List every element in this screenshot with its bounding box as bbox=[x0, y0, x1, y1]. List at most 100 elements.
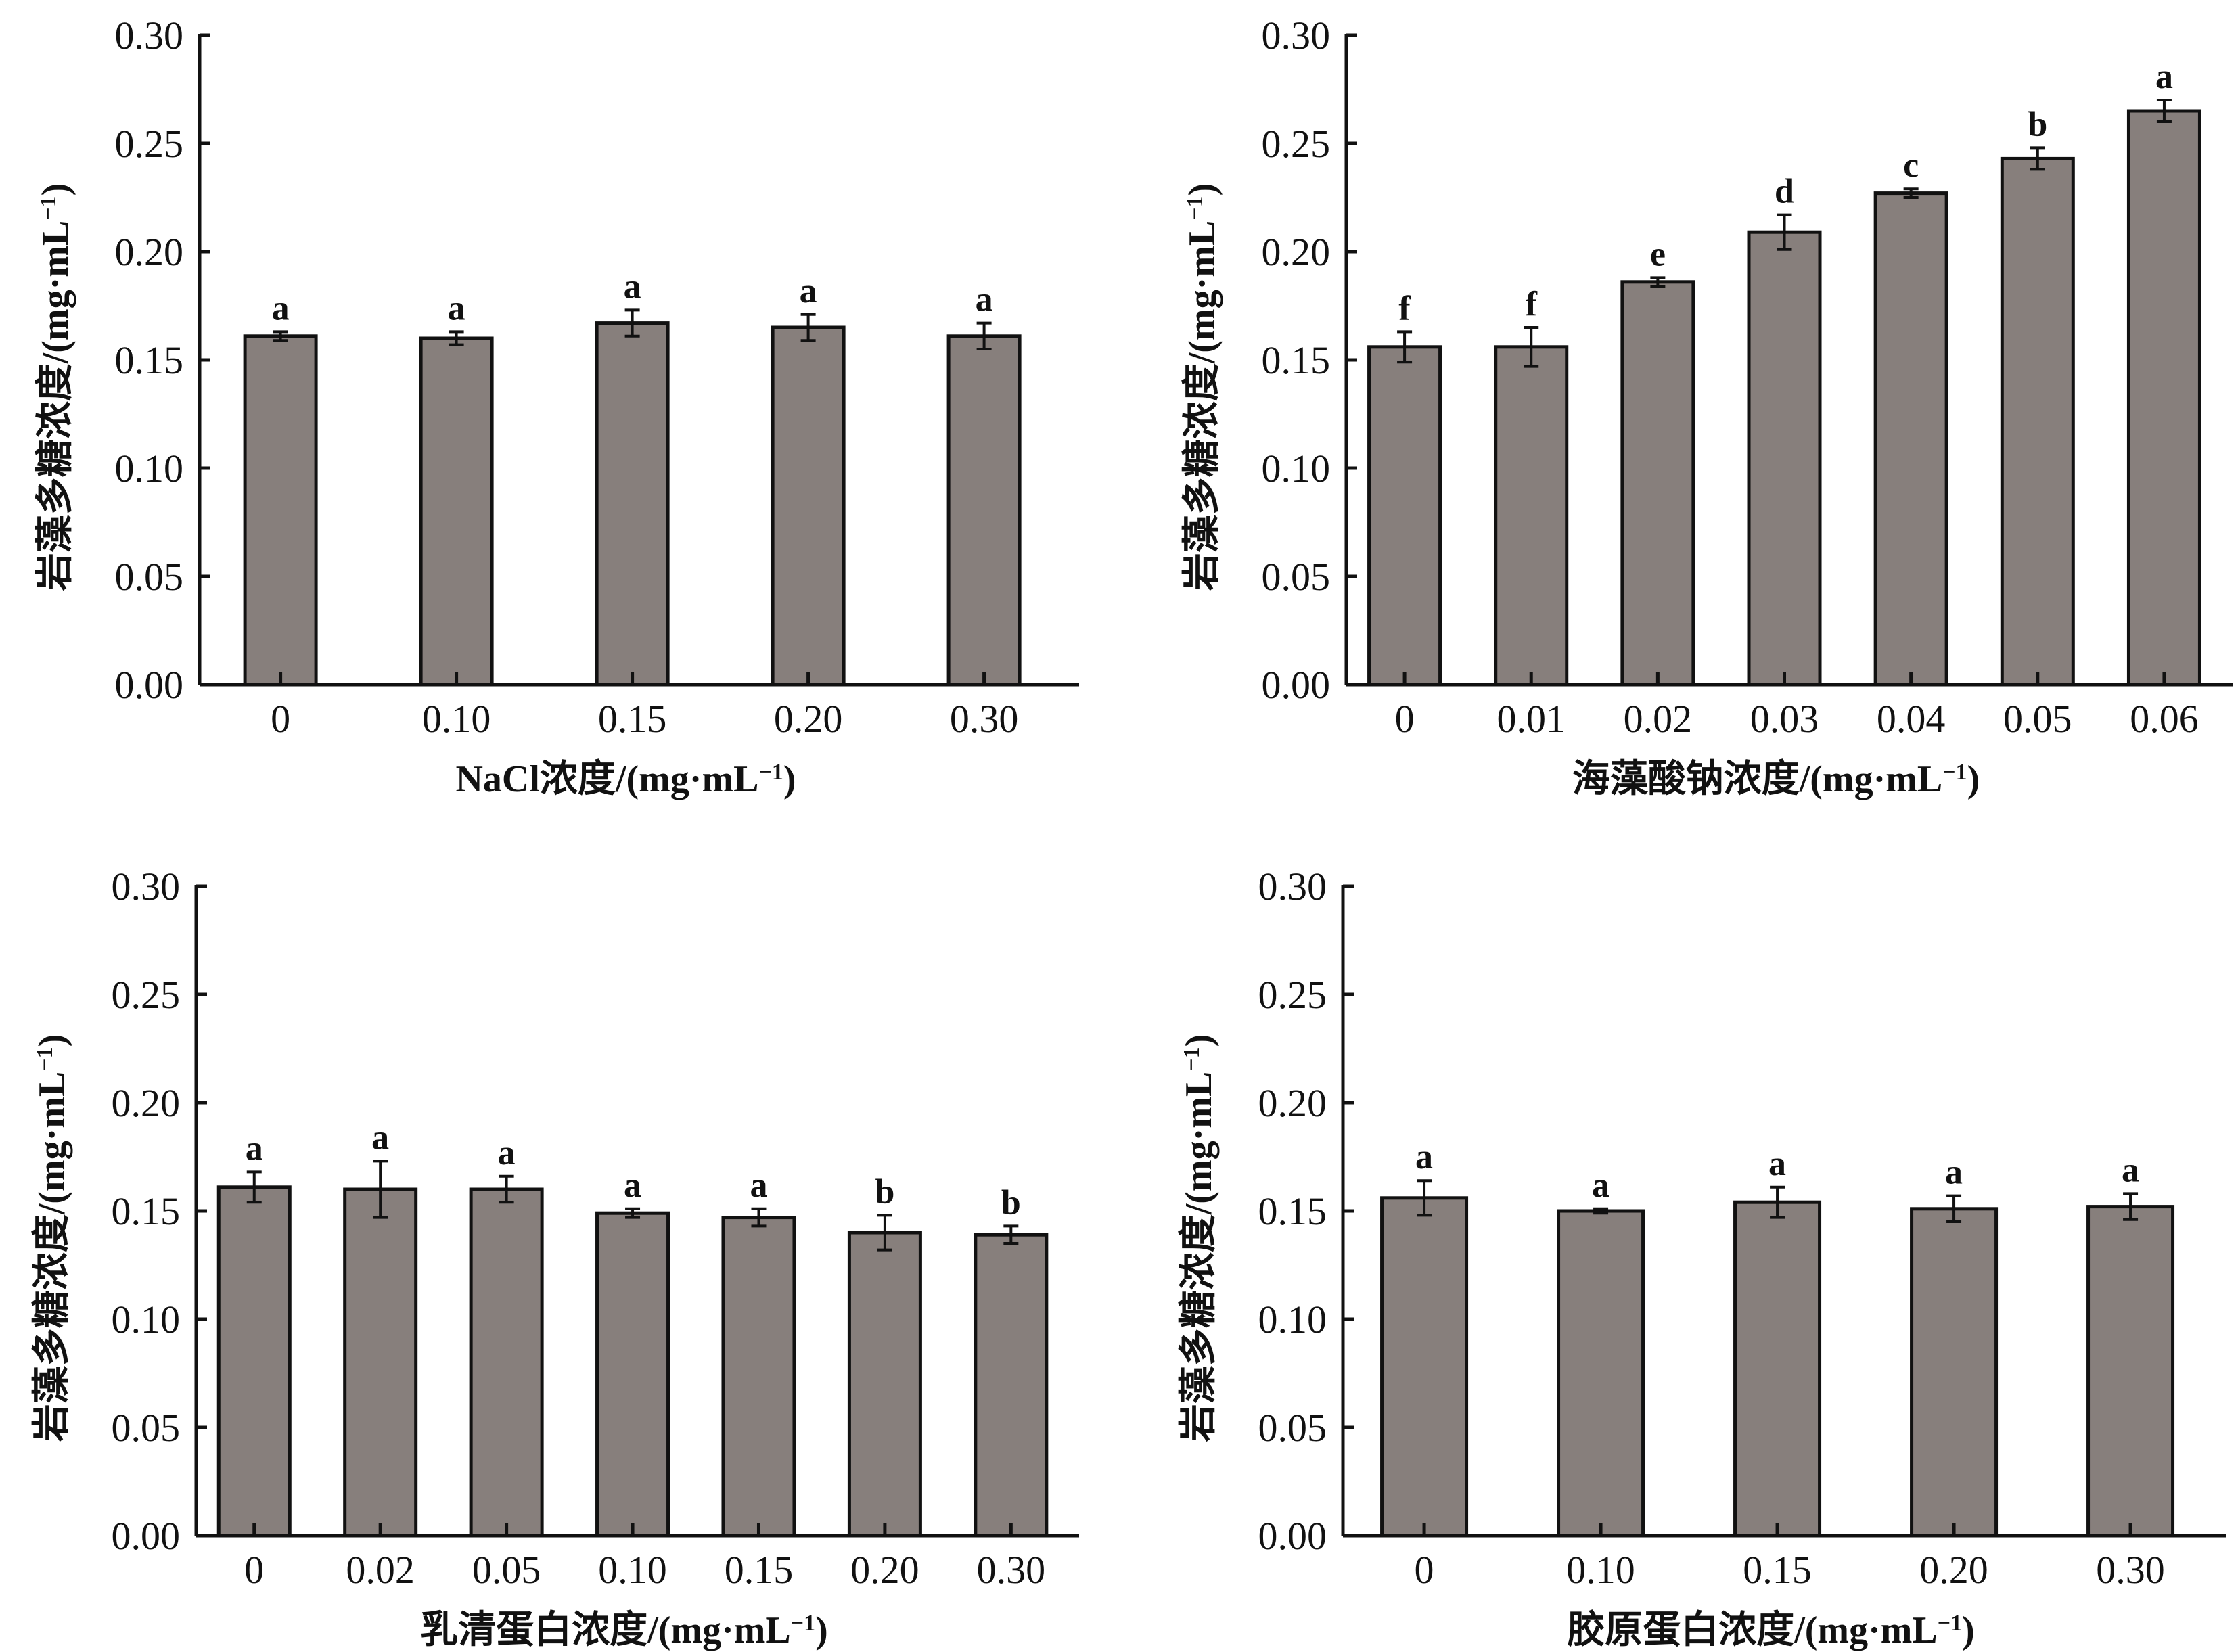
x-tick-label: 0 bbox=[1415, 1548, 1434, 1592]
x-tick-label: 0.10 bbox=[598, 1548, 667, 1592]
y-axis-title: 岩藻多糖浓度/(mg·mL−1) bbox=[1178, 1034, 1220, 1442]
x-axis-title-text: 乳清蛋白浓度/(mg·mL bbox=[420, 1609, 791, 1651]
y-tick-label: 0.05 bbox=[1258, 1406, 1327, 1450]
bar bbox=[1910, 1207, 1999, 1538]
bar bbox=[1873, 191, 1948, 687]
y-axis-title-sup: −1 bbox=[1179, 1047, 1204, 1071]
bar bbox=[974, 1233, 1049, 1538]
significance-label: c bbox=[1903, 146, 1919, 185]
x-tick-label: 0.20 bbox=[1919, 1548, 1988, 1592]
x-axis-title-suffix: ) bbox=[815, 1609, 828, 1651]
y-tick-label: 0.15 bbox=[1262, 338, 1331, 382]
y-tick-label: 0.25 bbox=[1262, 122, 1331, 166]
significance-label: f bbox=[1526, 285, 1538, 323]
y-tick-label: 0.10 bbox=[115, 446, 184, 490]
x-tick-label: 0 bbox=[1395, 697, 1415, 741]
y-tick-label: 0.25 bbox=[112, 973, 181, 1017]
x-tick-label: 0.06 bbox=[2130, 697, 2199, 741]
y-axis-title-text: 岩藻多糖浓度/(mg·mL bbox=[31, 1072, 73, 1442]
significance-label: a bbox=[1415, 1138, 1433, 1176]
bar bbox=[1557, 1209, 1645, 1538]
y-tick-label: 0.20 bbox=[112, 1081, 181, 1125]
y-tick-label: 0.05 bbox=[112, 1406, 181, 1450]
x-axis-title-sup: −1 bbox=[758, 760, 783, 785]
significance-label: d bbox=[1775, 173, 1794, 211]
y-tick-label: 0.15 bbox=[112, 1189, 181, 1233]
y-tick-label: 0.20 bbox=[1258, 1081, 1327, 1125]
bar bbox=[847, 1231, 922, 1538]
x-axis-title-suffix: ) bbox=[1962, 1609, 1975, 1651]
x-axis-title-text: 海藻酸钠浓度/(mg·mL bbox=[1572, 758, 1943, 800]
y-axis-title-suffix: ) bbox=[31, 1034, 73, 1047]
y-tick-label: 0.00 bbox=[1258, 1514, 1327, 1558]
significance-label: a bbox=[976, 281, 993, 319]
bar bbox=[1733, 1200, 1822, 1538]
y-tick-label: 0.10 bbox=[1262, 446, 1331, 490]
y-axis-title: 岩藻多糖浓度/(mg·mL−1) bbox=[31, 1034, 73, 1442]
x-tick-label: 0.30 bbox=[950, 697, 1019, 741]
y-axis-title-sup: −1 bbox=[1183, 196, 1208, 220]
x-tick-label: 0.05 bbox=[2003, 697, 2072, 741]
significance-label: a bbox=[272, 289, 290, 327]
significance-label: a bbox=[1945, 1153, 1963, 1192]
bar bbox=[469, 1187, 544, 1538]
y-tick-label: 0.25 bbox=[1258, 973, 1327, 1017]
y-tick-label: 0.10 bbox=[1258, 1298, 1327, 1341]
significance-label: a bbox=[800, 272, 817, 311]
significance-label: a bbox=[246, 1129, 263, 1168]
bar bbox=[216, 1185, 292, 1538]
x-axis-title-sup: −1 bbox=[791, 1611, 815, 1636]
x-tick-label: 0.30 bbox=[2096, 1548, 2165, 1592]
significance-label: a bbox=[624, 1166, 641, 1205]
bar bbox=[1367, 345, 1442, 687]
significance-label: b bbox=[1001, 1183, 1021, 1222]
x-tick-label: 0 bbox=[271, 697, 290, 741]
bar bbox=[1494, 345, 1569, 687]
significance-label: a bbox=[1592, 1166, 1609, 1205]
bar bbox=[2000, 156, 2075, 687]
x-axis-title: 胶原蛋白浓度/(mg·mL−1) bbox=[1567, 1609, 1975, 1651]
y-tick-label: 0.00 bbox=[115, 663, 184, 707]
significance-label: b bbox=[875, 1172, 894, 1211]
y-tick-label: 0.30 bbox=[115, 14, 184, 58]
x-tick-label: 0.10 bbox=[422, 697, 491, 741]
x-tick-label: 0.30 bbox=[977, 1548, 1046, 1592]
x-axis-title-sup: −1 bbox=[1942, 760, 1967, 785]
significance-label: f bbox=[1398, 289, 1411, 327]
significance-label: a bbox=[2155, 58, 2173, 96]
significance-label: b bbox=[2028, 105, 2047, 143]
bar bbox=[1747, 230, 1822, 687]
y-axis-title-suffix: ) bbox=[1181, 183, 1223, 196]
x-axis-title: 海藻酸钠浓度/(mg·mL−1) bbox=[1572, 758, 1980, 800]
x-tick-label: 0.15 bbox=[598, 697, 667, 741]
x-tick-label: 0.01 bbox=[1497, 697, 1566, 741]
bar bbox=[2086, 1205, 2175, 1538]
y-axis-title-sup: −1 bbox=[36, 196, 61, 220]
y-tick-label: 0.05 bbox=[115, 555, 184, 599]
x-axis-title-sup: −1 bbox=[1938, 1611, 1962, 1636]
x-axis-title-text: NaCl浓度/(mg·mL bbox=[455, 758, 758, 800]
chart-panel-nacl: 0.00 0.05 0.10 0.15 0.20 0.25 0.30 岩藻多糖浓度/(mg·m… bbox=[35, 14, 1079, 800]
significance-label: a bbox=[498, 1134, 516, 1172]
chart-panel-whey-protein: 0.00 0.05 0.10 0.15 0.20 0.25 0.30 岩藻多糖浓度/(mg·m… bbox=[31, 865, 1079, 1651]
x-tick-label: 0.20 bbox=[850, 1548, 919, 1592]
significance-label: a bbox=[2122, 1151, 2139, 1189]
y-axis-title-text: 岩藻多糖浓度/(mg·mL bbox=[35, 221, 76, 591]
chart-panel-sodium-alginate: 0.00 0.05 0.10 0.15 0.20 0.25 0.30 岩藻多糖浓度/(mg·m… bbox=[1181, 14, 2233, 800]
y-axis-title-suffix: ) bbox=[1178, 1034, 1220, 1047]
x-tick-label: 0.04 bbox=[1877, 697, 1946, 741]
x-tick-label: 0.10 bbox=[1566, 1548, 1635, 1592]
x-axis-title: NaCl浓度/(mg·mL−1) bbox=[455, 758, 796, 800]
y-tick-label: 0.00 bbox=[1262, 663, 1331, 707]
y-axis-title-sup: −1 bbox=[32, 1047, 58, 1071]
bar bbox=[243, 334, 318, 687]
y-tick-label: 0.30 bbox=[1258, 865, 1327, 909]
significance-label: a bbox=[1768, 1145, 1786, 1183]
y-axis-title-text: 岩藻多糖浓度/(mg·mL bbox=[1178, 1072, 1220, 1442]
bar bbox=[1620, 280, 1695, 687]
significance-label: a bbox=[448, 289, 465, 327]
x-tick-label: 0 bbox=[244, 1548, 264, 1592]
x-tick-label: 0.02 bbox=[1624, 697, 1693, 741]
x-tick-label: 0.05 bbox=[472, 1548, 541, 1592]
y-tick-label: 0.05 bbox=[1262, 555, 1331, 599]
